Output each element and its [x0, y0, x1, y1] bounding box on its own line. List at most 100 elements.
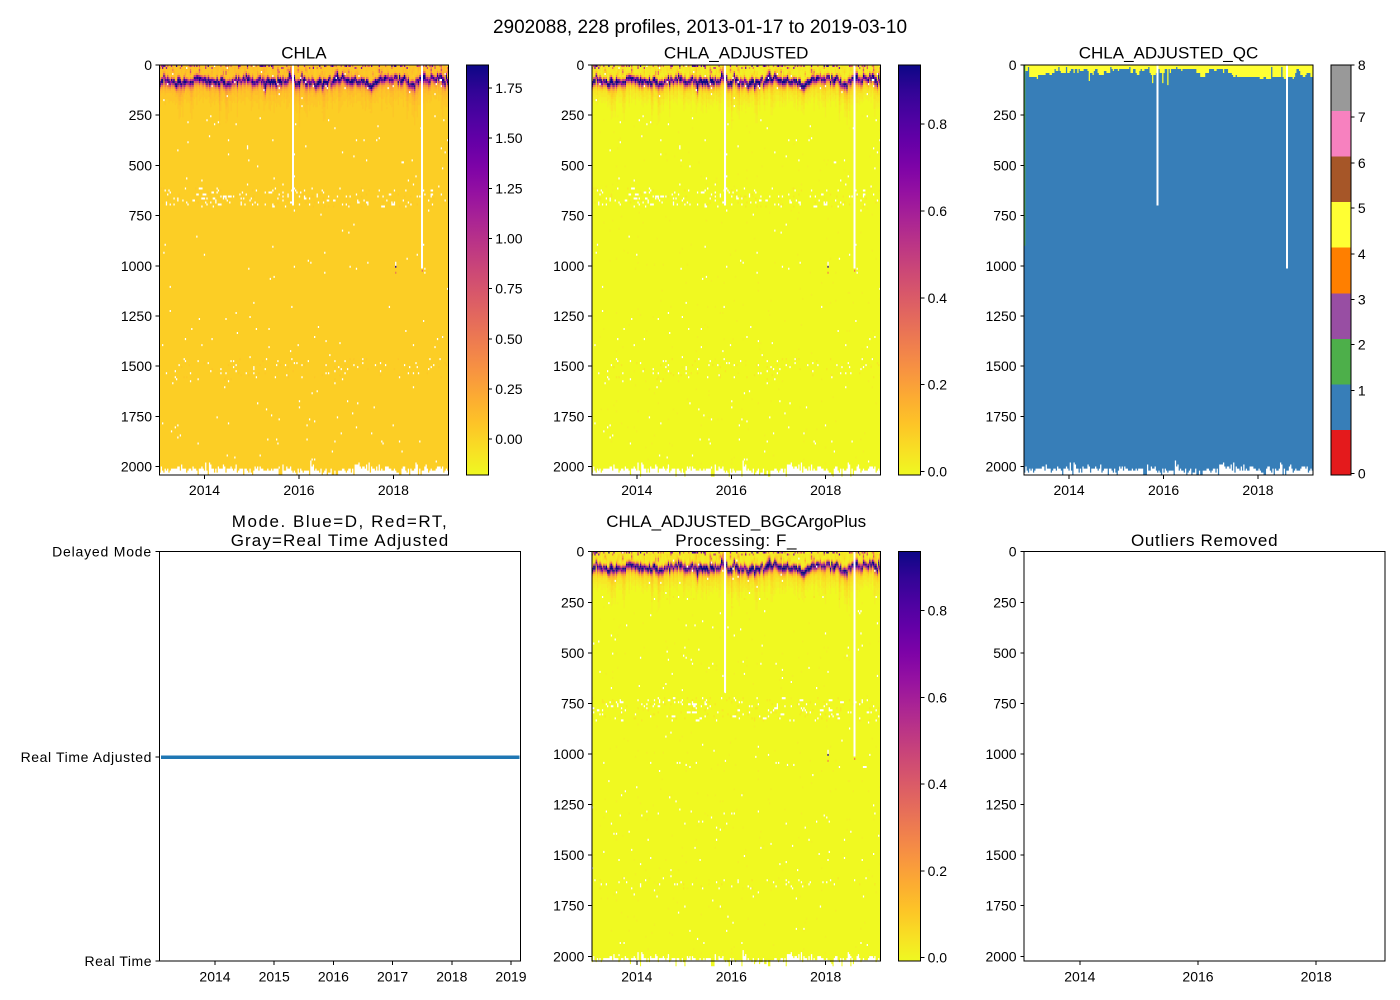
svg-text:2018: 2018 [1301, 968, 1332, 984]
svg-text:1750: 1750 [985, 898, 1016, 914]
svg-text:2902088, 228 profiles, 2013-01: 2902088, 228 profiles, 2013-01-17 to 201… [493, 17, 907, 38]
svg-text:Gray=Real Time Adjusted: Gray=Real Time Adjusted [231, 531, 450, 550]
svg-text:Real Time: Real Time [84, 953, 152, 969]
svg-text:2016: 2016 [1182, 968, 1213, 984]
svg-text:CHLA_ADJUSTED_BGCArgoPlus: CHLA_ADJUSTED_BGCArgoPlus [606, 512, 866, 531]
svg-text:0.6: 0.6 [928, 689, 948, 705]
svg-text:2018: 2018 [810, 482, 841, 498]
svg-text:CHLA_ADJUSTED_QC: CHLA_ADJUSTED_QC [1079, 44, 1259, 63]
svg-text:2014: 2014 [1054, 482, 1085, 498]
svg-text:2015: 2015 [259, 968, 290, 984]
svg-text:4: 4 [1358, 246, 1366, 262]
svg-text:1000: 1000 [121, 258, 152, 274]
svg-text:0.00: 0.00 [495, 431, 522, 447]
svg-text:1500: 1500 [553, 358, 584, 374]
svg-text:1500: 1500 [553, 847, 584, 863]
svg-text:2019: 2019 [495, 968, 526, 984]
svg-text:250: 250 [561, 594, 585, 610]
svg-text:500: 500 [993, 157, 1017, 173]
svg-text:750: 750 [129, 208, 153, 224]
svg-text:1.50: 1.50 [495, 130, 522, 146]
svg-text:2016: 2016 [283, 482, 314, 498]
svg-text:2000: 2000 [553, 948, 584, 964]
svg-text:0.25: 0.25 [495, 381, 522, 397]
svg-text:1.00: 1.00 [495, 230, 522, 246]
svg-text:1: 1 [1358, 382, 1366, 398]
svg-text:2016: 2016 [1148, 482, 1179, 498]
svg-text:750: 750 [561, 695, 585, 711]
svg-text:2000: 2000 [985, 948, 1016, 964]
svg-text:6: 6 [1358, 155, 1366, 171]
svg-text:2017: 2017 [377, 968, 408, 984]
svg-text:CHLA: CHLA [281, 44, 327, 63]
svg-text:0.8: 0.8 [928, 116, 948, 132]
svg-text:Delayed Mode: Delayed Mode [52, 544, 152, 560]
svg-text:500: 500 [561, 157, 585, 173]
svg-text:0.6: 0.6 [928, 203, 948, 219]
svg-text:Mode. Blue=D, Red=RT,: Mode. Blue=D, Red=RT, [232, 512, 449, 531]
svg-text:1500: 1500 [985, 358, 1016, 374]
svg-text:0: 0 [577, 544, 585, 560]
svg-text:750: 750 [993, 695, 1017, 711]
svg-text:1250: 1250 [985, 308, 1016, 324]
svg-text:Outliers Removed: Outliers Removed [1131, 531, 1278, 550]
svg-text:500: 500 [561, 645, 585, 661]
svg-text:1500: 1500 [985, 847, 1016, 863]
svg-text:2014: 2014 [199, 968, 230, 984]
svg-text:1000: 1000 [553, 258, 584, 274]
svg-text:2016: 2016 [716, 482, 747, 498]
svg-text:2000: 2000 [985, 459, 1016, 475]
svg-text:1250: 1250 [121, 308, 152, 324]
svg-text:8: 8 [1358, 57, 1366, 73]
svg-text:1000: 1000 [985, 258, 1016, 274]
svg-text:750: 750 [993, 208, 1017, 224]
svg-text:1000: 1000 [553, 746, 584, 762]
svg-text:250: 250 [561, 107, 585, 123]
svg-text:0.4: 0.4 [928, 776, 948, 792]
svg-text:2018: 2018 [810, 968, 841, 984]
svg-text:0: 0 [1009, 57, 1017, 73]
svg-text:1750: 1750 [553, 408, 584, 424]
svg-text:2000: 2000 [553, 459, 584, 475]
svg-text:1250: 1250 [553, 308, 584, 324]
svg-text:2014: 2014 [189, 482, 220, 498]
svg-text:5: 5 [1358, 200, 1366, 216]
svg-text:1250: 1250 [553, 797, 584, 813]
svg-text:0: 0 [1358, 465, 1366, 481]
svg-text:0.75: 0.75 [495, 281, 522, 297]
svg-text:1000: 1000 [985, 746, 1016, 762]
svg-text:2018: 2018 [436, 968, 467, 984]
svg-text:Real Time Adjusted: Real Time Adjusted [21, 749, 152, 765]
svg-text:500: 500 [129, 157, 153, 173]
svg-text:2014: 2014 [621, 482, 652, 498]
svg-text:2014: 2014 [621, 968, 652, 984]
svg-text:2: 2 [1358, 337, 1366, 353]
svg-text:0: 0 [1009, 544, 1017, 560]
svg-text:1.25: 1.25 [495, 180, 522, 196]
svg-text:250: 250 [993, 107, 1017, 123]
svg-text:0: 0 [577, 57, 585, 73]
svg-text:1250: 1250 [985, 797, 1016, 813]
svg-text:0.50: 0.50 [495, 331, 522, 347]
svg-text:0.0: 0.0 [928, 950, 948, 966]
svg-text:250: 250 [129, 107, 153, 123]
svg-text:CHLA_ADJUSTED: CHLA_ADJUSTED [664, 44, 809, 63]
svg-text:2016: 2016 [716, 968, 747, 984]
svg-text:2014: 2014 [1064, 968, 1095, 984]
svg-text:2000: 2000 [121, 459, 152, 475]
svg-text:2016: 2016 [318, 968, 349, 984]
svg-text:7: 7 [1358, 109, 1366, 125]
svg-text:2018: 2018 [378, 482, 409, 498]
svg-text:1750: 1750 [553, 898, 584, 914]
svg-text:1.75: 1.75 [495, 80, 522, 96]
svg-text:0.8: 0.8 [928, 603, 948, 619]
svg-text:0.0: 0.0 [928, 464, 948, 480]
svg-text:Processing: F_: Processing: F_ [675, 531, 797, 550]
svg-text:500: 500 [993, 645, 1017, 661]
svg-text:250: 250 [993, 594, 1017, 610]
svg-text:3: 3 [1358, 291, 1366, 307]
svg-text:750: 750 [561, 208, 585, 224]
svg-text:0: 0 [144, 57, 152, 73]
svg-text:0.2: 0.2 [928, 863, 948, 879]
svg-text:0.2: 0.2 [928, 377, 948, 393]
